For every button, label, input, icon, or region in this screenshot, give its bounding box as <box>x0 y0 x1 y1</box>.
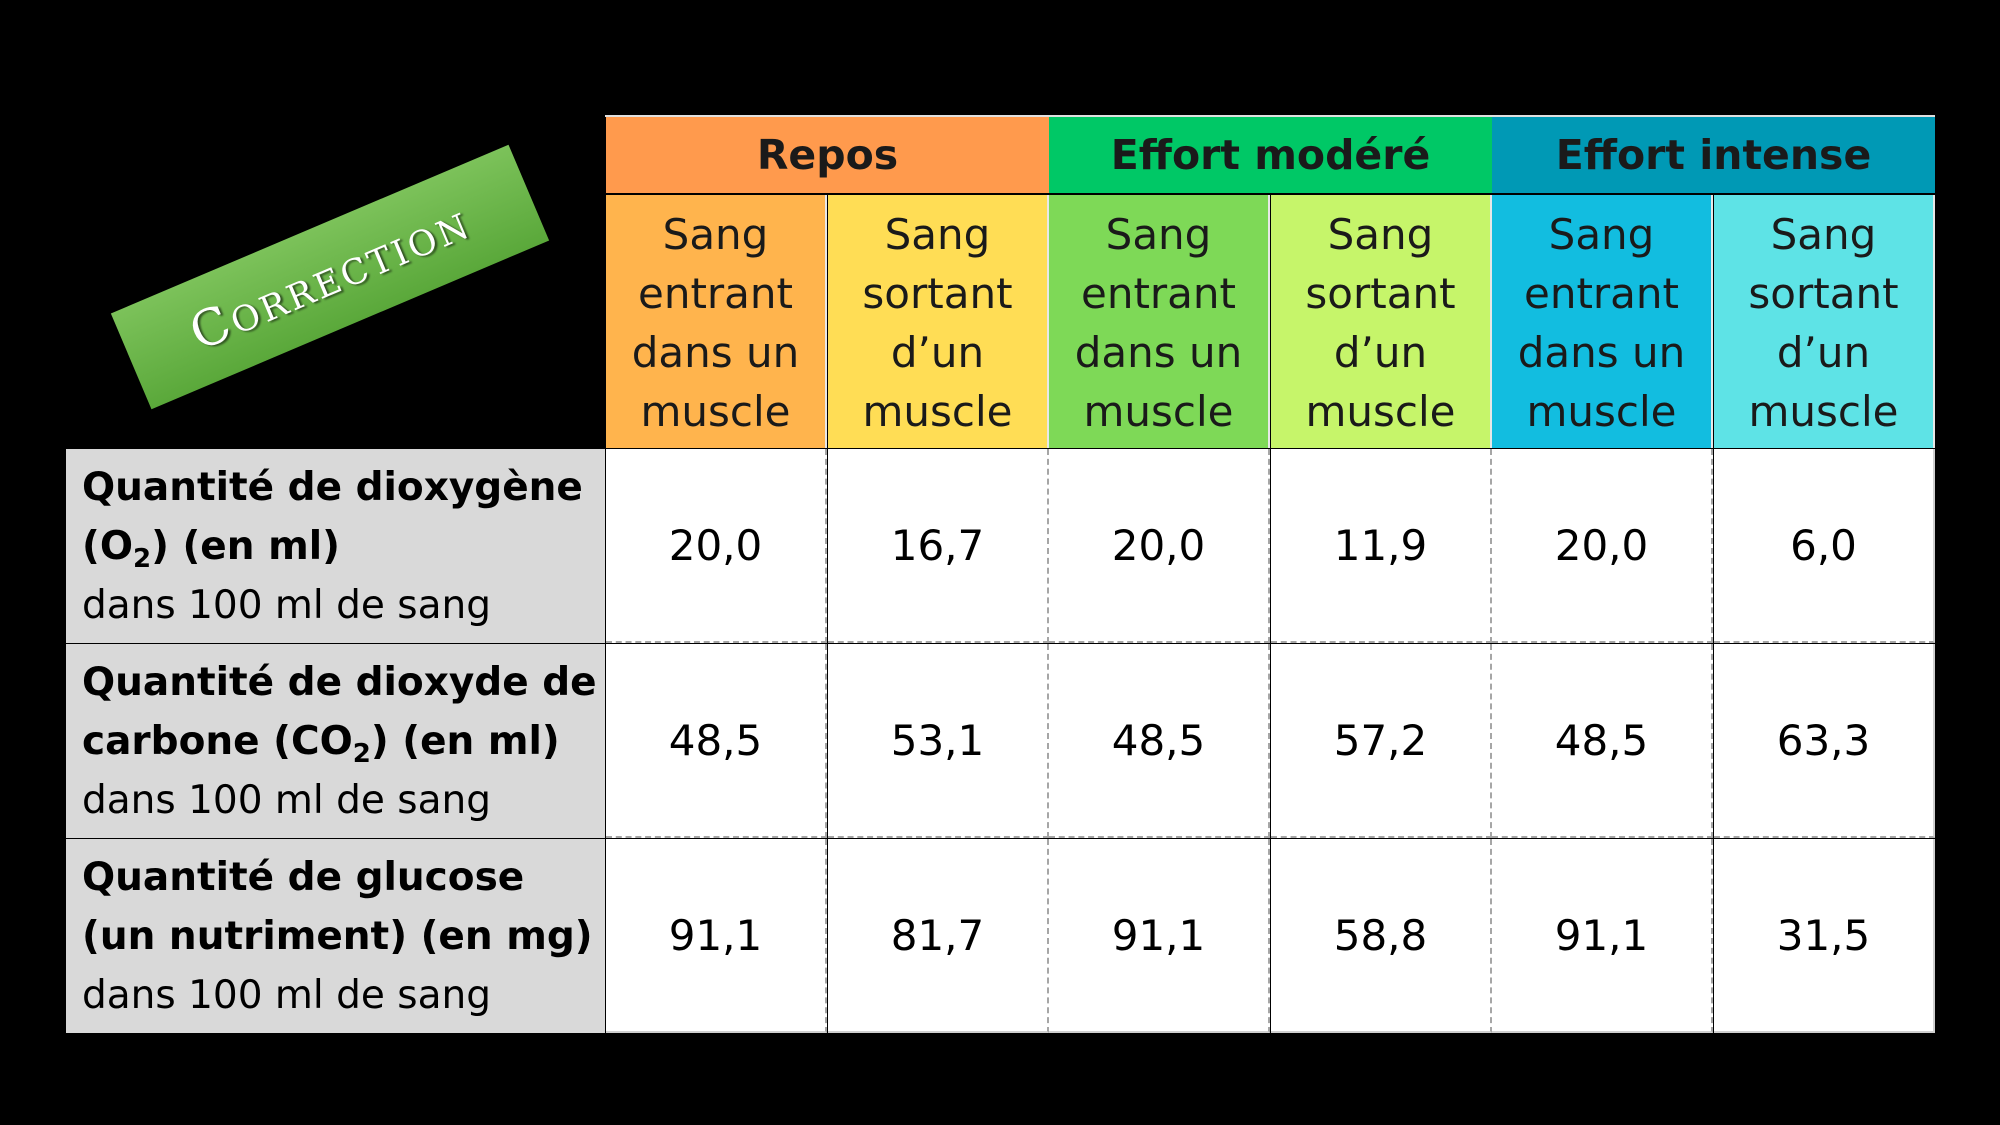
group-header-effort-modere: Effort modéré <box>1049 117 1492 193</box>
row-label-unit: dans 100 ml de sang <box>82 777 491 823</box>
group-header-repos: Repos <box>606 117 1049 193</box>
table-cell: 6,0 <box>1714 449 1935 643</box>
table-cell: 57,2 <box>1271 644 1492 838</box>
group-header-effort-intense: Effort intense <box>1492 117 1935 193</box>
table-cell: 16,7 <box>828 449 1049 643</box>
table-cell: 81,7 <box>828 839 1049 1033</box>
table-cell: 20,0 <box>1049 449 1270 643</box>
table-cell: 91,1 <box>606 839 827 1033</box>
table-top-border <box>605 115 1935 117</box>
table-cell: 20,0 <box>606 449 827 643</box>
table-cell: 53,1 <box>828 644 1049 838</box>
table-cell: 48,5 <box>1049 644 1270 838</box>
correction-stamp-label: Correction <box>181 191 479 363</box>
row-label-title: Quantité de dioxygène (O2) (en ml) <box>82 464 583 574</box>
row-label-dioxygene: Quantité de dioxygène (O2) (en ml) dans … <box>66 449 605 643</box>
table-cell: 63,3 <box>1714 644 1935 838</box>
table-cell: 11,9 <box>1271 449 1492 643</box>
table-cell: 58,8 <box>1271 839 1492 1033</box>
row-label-glucose: Quantité de glucose (un nutriment) (en m… <box>66 839 605 1033</box>
row-label-title: Quantité de glucose (un nutriment) (en m… <box>82 854 593 959</box>
correction-stamp: Correction <box>110 144 550 410</box>
table-cell: 91,1 <box>1492 839 1713 1033</box>
table-cell: 48,5 <box>606 644 827 838</box>
row-label-title: Quantité de dioxyde de carbone (CO2) (en… <box>82 659 597 769</box>
subheader-modere-entrant: Sang entrant dans un muscle <box>1049 195 1270 448</box>
table-cell: 31,5 <box>1714 839 1935 1033</box>
subheader-intense-sortant: Sang sortant d’un muscle <box>1714 195 1935 448</box>
table-cell: 20,0 <box>1492 449 1713 643</box>
subheader-repos-sortant: Sang sortant d’un muscle <box>828 195 1049 448</box>
subheader-modere-sortant: Sang sortant d’un muscle <box>1271 195 1492 448</box>
subheader-repos-entrant: Sang entrant dans un muscle <box>606 195 827 448</box>
row-label-unit: dans 100 ml de sang <box>82 972 491 1018</box>
subheader-intense-entrant: Sang entrant dans un muscle <box>1492 195 1713 448</box>
table-cell: 91,1 <box>1049 839 1270 1033</box>
row-label-unit: dans 100 ml de sang <box>82 582 491 628</box>
table-cell: 48,5 <box>1492 644 1713 838</box>
row-label-dioxyde-de-carbone: Quantité de dioxyde de carbone (CO2) (en… <box>66 644 605 838</box>
